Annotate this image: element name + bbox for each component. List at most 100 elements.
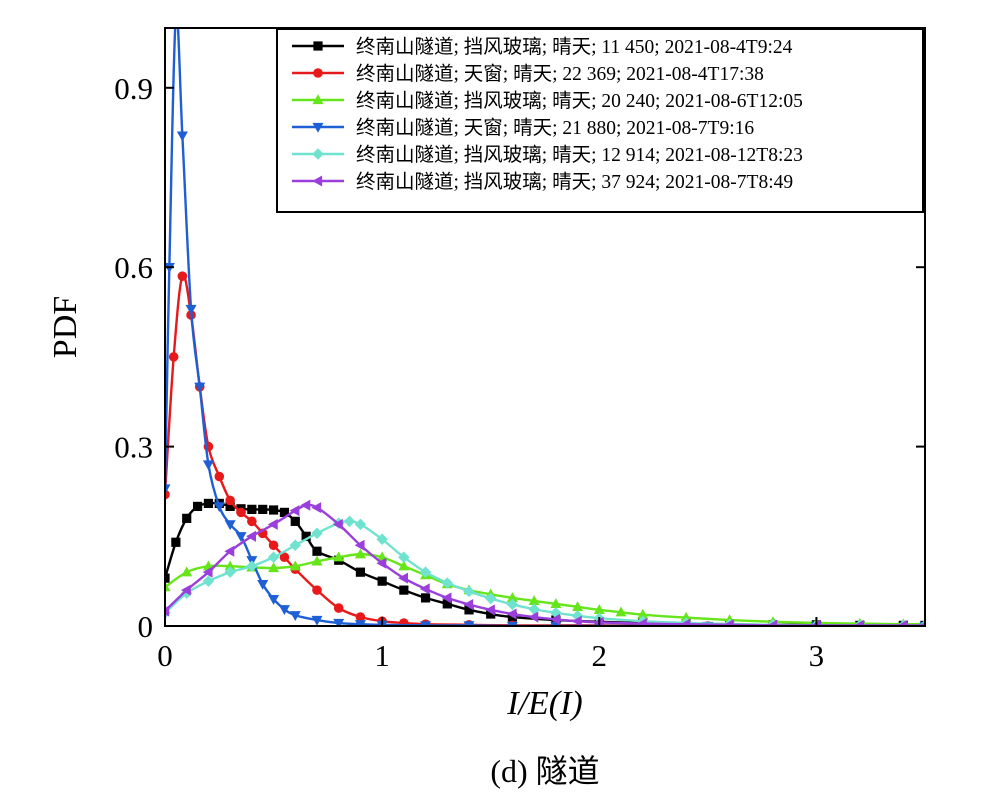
series-4-point bbox=[176, 131, 188, 142]
series-1-point bbox=[165, 573, 170, 583]
series-3-point bbox=[572, 601, 584, 612]
axis-layer: 0 1 2 3 0 0.3 0.6 0.9 bbox=[114, 28, 925, 673]
series-3-point bbox=[224, 560, 236, 571]
series-5-point bbox=[343, 515, 356, 528]
series-3-point bbox=[333, 551, 345, 562]
series-1-point bbox=[203, 498, 214, 509]
series-4-point bbox=[463, 621, 475, 626]
series-2-point bbox=[168, 352, 179, 362]
legend-item-6: 终南山隧道; 挡风玻璃; 晴天; 37 924; 2021-08-7T8:49 bbox=[292, 171, 793, 193]
legend-label: 终南山隧道; 挡风玻璃; 晴天; 11 450; 2021-08-4T9:24 bbox=[356, 36, 793, 58]
series-4-point bbox=[194, 382, 206, 393]
series-2-point bbox=[177, 271, 188, 281]
series-1-point bbox=[355, 567, 366, 577]
series-4-point bbox=[185, 304, 197, 315]
series-3-point bbox=[289, 560, 301, 571]
series-5-point bbox=[484, 592, 497, 605]
series-1-point bbox=[399, 585, 409, 595]
legend-label: 终南山隧道; 天窗; 晴天; 21 880; 2021-08-7T9:16 bbox=[356, 117, 754, 139]
series-3-point bbox=[165, 581, 171, 592]
series-6-point bbox=[419, 583, 430, 595]
series-4-point bbox=[420, 621, 432, 626]
series-5-point bbox=[506, 598, 519, 611]
series-5-point bbox=[267, 551, 280, 563]
series-4-point bbox=[289, 611, 301, 621]
series-3-point bbox=[354, 548, 366, 559]
series-4-point bbox=[311, 615, 323, 626]
series-6-point bbox=[723, 619, 734, 626]
series-6-point bbox=[636, 618, 647, 626]
figure-caption: (d) 隧道 bbox=[490, 753, 599, 789]
series-2-point bbox=[333, 603, 344, 613]
series-6-point bbox=[246, 530, 256, 542]
series-6-point bbox=[897, 619, 908, 626]
series-1-point bbox=[290, 516, 300, 526]
series-3-point bbox=[311, 555, 323, 566]
series-2-point bbox=[236, 507, 246, 518]
series-5-point bbox=[311, 527, 323, 540]
series-1-point bbox=[192, 501, 203, 511]
series-layer bbox=[165, 12, 925, 626]
series-1-point bbox=[247, 504, 257, 514]
series-3-point bbox=[181, 566, 193, 577]
legend: 终南山隧道; 挡风玻璃; 晴天; 11 450; 2021-08-4T9:24 终… bbox=[276, 28, 924, 213]
series-2 bbox=[165, 271, 925, 626]
series-6-point bbox=[571, 615, 582, 626]
series-3-point bbox=[268, 562, 280, 573]
series-2-line bbox=[165, 273, 925, 626]
series-4-point bbox=[354, 620, 366, 626]
series-3-line bbox=[165, 553, 925, 626]
series-3-point bbox=[615, 606, 627, 617]
legend-item-4: 终南山隧道; 天窗; 晴天; 21 880; 2021-08-7T9:16 bbox=[292, 117, 754, 139]
series-5-point bbox=[202, 575, 215, 587]
x-axis-title: I/E(I) bbox=[506, 685, 583, 722]
series-5-point bbox=[463, 585, 475, 598]
series-3-point bbox=[637, 608, 649, 619]
series-5-point bbox=[528, 603, 540, 616]
y-tick-label: 0.6 bbox=[114, 250, 153, 285]
x-tick-label: 2 bbox=[592, 638, 608, 673]
series-4-point bbox=[333, 618, 345, 626]
y-tick-label: 0 bbox=[138, 609, 154, 644]
x-tick-label: 3 bbox=[809, 638, 825, 673]
series-6-point bbox=[267, 518, 278, 530]
series-6-point bbox=[680, 618, 691, 626]
series-6-point bbox=[180, 584, 191, 596]
series-6-point bbox=[224, 545, 235, 557]
series-5-point bbox=[246, 560, 258, 572]
legend-item-2: 终南山隧道; 天窗; 晴天; 22 369; 2021-08-4T17:38 bbox=[292, 63, 764, 85]
series-6-point bbox=[506, 608, 517, 620]
series-1-point bbox=[258, 504, 268, 514]
series-4-point bbox=[224, 520, 236, 531]
series-5-point bbox=[376, 533, 388, 546]
series-2-point bbox=[312, 585, 322, 595]
series-6-point bbox=[550, 613, 560, 625]
legend-swatch-marker bbox=[313, 41, 323, 51]
series-6-point bbox=[463, 598, 474, 610]
series-5-point bbox=[398, 551, 410, 563]
series-6-point bbox=[165, 605, 170, 617]
series-2-point bbox=[214, 471, 225, 482]
legend-swatch-marker bbox=[312, 94, 324, 105]
series-4-point bbox=[170, 12, 181, 22]
legend-swatch-marker bbox=[312, 175, 323, 187]
legend-item-3: 终南山隧道; 挡风玻璃; 晴天; 20 240; 2021-08-6T12:05 bbox=[292, 90, 803, 112]
series-1-point bbox=[268, 505, 279, 515]
series-6-point bbox=[332, 518, 343, 530]
series-5-point bbox=[289, 539, 302, 552]
y-tick-label: 0.3 bbox=[114, 430, 153, 465]
series-1-point bbox=[312, 546, 322, 556]
series-6-point bbox=[484, 604, 495, 616]
series-6-point bbox=[767, 619, 778, 626]
legend-swatch-marker bbox=[313, 68, 323, 78]
series-4-point bbox=[257, 580, 269, 590]
series-4-point bbox=[268, 594, 280, 605]
series-2-point bbox=[279, 552, 290, 563]
legend-label: 终南山隧道; 挡风玻璃; 晴天; 20 240; 2021-08-6T12:05 bbox=[356, 90, 803, 112]
legend-swatch-marker bbox=[312, 122, 324, 133]
series-6-point bbox=[376, 557, 387, 569]
series-6-point bbox=[289, 505, 300, 517]
series-3-point bbox=[528, 595, 540, 606]
series-4-point bbox=[202, 460, 214, 471]
